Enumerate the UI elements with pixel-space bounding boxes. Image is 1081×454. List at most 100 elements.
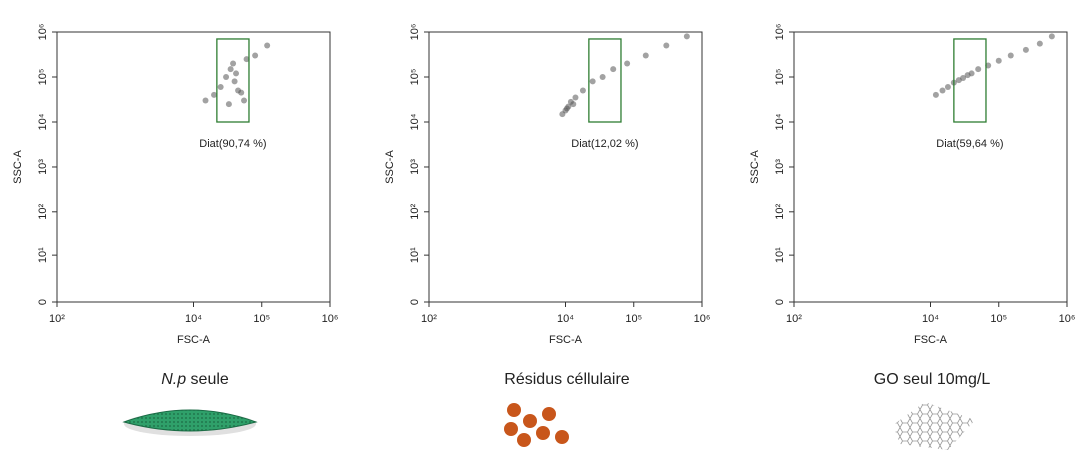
caption-emphasis: N.p bbox=[161, 371, 186, 388]
point bbox=[932, 91, 939, 98]
x-axis-label: FSC-A bbox=[549, 334, 583, 346]
y-tick-label: 10² bbox=[37, 204, 49, 220]
gate bbox=[588, 38, 622, 123]
y-tick-label: 10⁵ bbox=[37, 69, 49, 86]
caption-text: Résidus céllulaire bbox=[504, 371, 629, 388]
plot-frame bbox=[793, 31, 1068, 303]
icon-cell-residues bbox=[504, 403, 569, 447]
point bbox=[939, 87, 946, 94]
point bbox=[579, 87, 586, 94]
caption-text: seule bbox=[186, 371, 229, 388]
y-axis-label: SSC-A bbox=[12, 150, 24, 184]
y-tick-label: 10⁴ bbox=[409, 113, 421, 130]
y-tick-label: 10² bbox=[409, 204, 421, 220]
y-axis-label: SSC-A bbox=[384, 150, 396, 184]
point bbox=[975, 66, 982, 73]
caption: N.p seule bbox=[161, 371, 229, 388]
point bbox=[211, 91, 218, 98]
point bbox=[243, 56, 250, 63]
x-tick-label: 10⁶ bbox=[1059, 313, 1076, 325]
y-tick-label: 10⁵ bbox=[409, 69, 421, 86]
y-tick-label: 0 bbox=[774, 299, 786, 305]
y-tick-label: 10³ bbox=[774, 159, 786, 175]
plot-frame bbox=[428, 31, 703, 303]
gate bbox=[953, 38, 987, 123]
plot-frame bbox=[56, 31, 331, 303]
point bbox=[572, 94, 579, 101]
point bbox=[241, 97, 248, 104]
point bbox=[642, 52, 649, 59]
x-tick-label: 10² bbox=[421, 313, 437, 325]
x-tick-label: 10⁴ bbox=[922, 313, 939, 325]
point bbox=[960, 75, 967, 82]
point bbox=[570, 101, 577, 108]
gate-label: Diat(12,02 %) bbox=[571, 138, 638, 150]
y-tick-label: 10¹ bbox=[37, 247, 49, 263]
y-tick-label: 10² bbox=[774, 204, 786, 220]
point bbox=[227, 66, 234, 73]
x-axis-label: FSC-A bbox=[177, 334, 211, 346]
point bbox=[1036, 40, 1043, 47]
x-tick-label: 10² bbox=[49, 313, 65, 325]
point bbox=[233, 70, 240, 77]
y-tick-label: 10⁴ bbox=[37, 113, 49, 130]
point bbox=[964, 72, 971, 79]
x-tick-label: 10⁵ bbox=[625, 313, 642, 325]
caption: GO seul 10mg/L bbox=[874, 371, 991, 388]
y-tick-label: 10¹ bbox=[774, 247, 786, 263]
x-tick-label: 10⁶ bbox=[322, 313, 339, 325]
point bbox=[1007, 52, 1014, 59]
y-tick-label: 10⁶ bbox=[774, 24, 786, 41]
plot: 10² 10⁴ 10⁵ 10⁶ 0 10¹ 10² 10³ 10⁴ 10⁵ 10⁶ FSC-A SSC-… bbox=[749, 24, 1075, 389]
y-tick-label: 10⁶ bbox=[37, 24, 49, 41]
caption-text: GO seul 10mg/L bbox=[874, 371, 991, 388]
point bbox=[1022, 46, 1029, 53]
point bbox=[202, 97, 209, 104]
gate-label: Diat(90,74 %) bbox=[199, 138, 266, 150]
point bbox=[225, 101, 232, 108]
gate bbox=[216, 38, 250, 123]
y-tick-label: 10⁶ bbox=[409, 24, 421, 41]
point bbox=[231, 78, 238, 85]
y-tick-label: 10¹ bbox=[409, 247, 421, 263]
point bbox=[223, 73, 230, 80]
point bbox=[610, 66, 617, 73]
plot: 10² 10⁴ 10⁵ 10⁶ 0 10¹ 10² 10³ 10⁴ 10⁵ 10⁶ FSC-A SSC-… bbox=[384, 24, 710, 389]
x-tick-label: 10⁵ bbox=[990, 313, 1007, 325]
point bbox=[995, 57, 1002, 64]
point bbox=[264, 42, 271, 49]
plot: 10² 10⁴ 10⁵ 10⁶ 0 10¹ 10² 10³ 10⁴ 10⁵ 10⁶ FSC-A SSC-… bbox=[12, 24, 338, 389]
y-tick-label: 10⁵ bbox=[774, 69, 786, 86]
x-tick-label: 10⁴ bbox=[185, 313, 202, 325]
point bbox=[217, 83, 224, 90]
point bbox=[1048, 33, 1055, 40]
y-tick-label: 10³ bbox=[37, 159, 49, 175]
point bbox=[683, 33, 690, 40]
point bbox=[589, 78, 596, 85]
point bbox=[944, 83, 951, 90]
x-tick-label: 10⁶ bbox=[694, 313, 711, 325]
x-tick-label: 10² bbox=[786, 313, 802, 325]
y-tick-label: 10³ bbox=[409, 159, 421, 175]
point bbox=[663, 42, 670, 49]
point bbox=[230, 60, 237, 67]
icon-graphene bbox=[893, 402, 975, 450]
point bbox=[985, 62, 992, 69]
icon-diatom bbox=[122, 409, 258, 436]
y-tick-label: 0 bbox=[409, 299, 421, 305]
y-tick-label: 0 bbox=[37, 299, 49, 305]
gate-label: Diat(59,64 %) bbox=[936, 138, 1003, 150]
point bbox=[238, 89, 245, 96]
x-axis-label: FSC-A bbox=[914, 334, 948, 346]
point bbox=[599, 73, 606, 80]
caption: Résidus céllulaire bbox=[504, 371, 629, 388]
y-tick-label: 10⁴ bbox=[774, 113, 786, 130]
y-axis-label: SSC-A bbox=[749, 150, 761, 184]
x-tick-label: 10⁴ bbox=[557, 313, 574, 325]
x-tick-label: 10⁵ bbox=[253, 313, 270, 325]
point bbox=[624, 60, 631, 67]
point bbox=[252, 52, 259, 59]
point bbox=[563, 105, 570, 112]
